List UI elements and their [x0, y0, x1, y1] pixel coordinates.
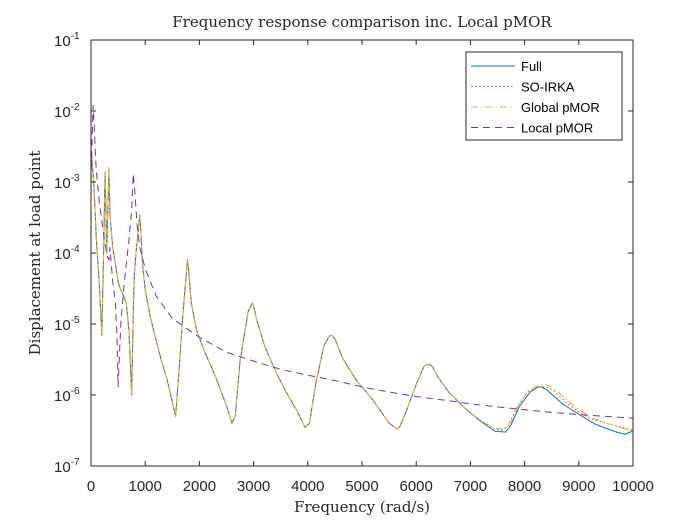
x-tick-label: 8000 [508, 478, 541, 495]
x-tick-label: 1000 [129, 478, 162, 495]
series-line-local-pmor [91, 104, 633, 419]
x-tick-label: 9000 [562, 478, 595, 495]
y-tick-label: 10-5 [54, 315, 80, 334]
series-line-so-irka [91, 148, 633, 431]
y-tick-label: 10-4 [54, 244, 80, 263]
legend: Full SO-IRKA Global pMOR Local pMOR [465, 51, 623, 141]
series-layer [91, 104, 633, 435]
x-tick-label: 6000 [400, 478, 433, 495]
x-axis-label: Frequency (rad/s) [294, 498, 430, 516]
x-tick-label: 2000 [183, 478, 216, 495]
y-tick-label: 10-3 [54, 173, 80, 192]
chart-title: Frequency response comparison inc. Local… [172, 13, 552, 31]
legend-entry-label: Full [521, 59, 542, 74]
x-tick-label: 10000 [612, 478, 654, 495]
y-tick-label: 10-6 [54, 386, 80, 405]
x-tick-label: 7000 [454, 478, 487, 495]
x-tick-label: 3000 [237, 478, 270, 495]
y-axis-label: Displacement at load point [26, 151, 44, 356]
x-tick-label: 0 [87, 478, 95, 495]
legend-box [465, 51, 623, 141]
x-axis-ticks: 0 1000 2000 3000 4000 5000 6000 7000 8000 9000 100… [87, 40, 654, 495]
legend-entry-label: SO-IRKA [521, 80, 575, 95]
x-tick-label: 5000 [345, 478, 378, 495]
x-tick-label: 4000 [291, 478, 324, 495]
y-tick-label: 10-2 [54, 102, 80, 121]
legend-entry-label: Global pMOR [521, 100, 600, 115]
legend-entry-label: Local pMOR [521, 121, 593, 136]
y-tick-label: 10-7 [54, 457, 80, 476]
y-tick-label: 10-1 [54, 31, 80, 50]
y-axis-ticks: 10-7 10-6 10-5 10-4 10-3 10-2 10-1 [54, 31, 633, 476]
